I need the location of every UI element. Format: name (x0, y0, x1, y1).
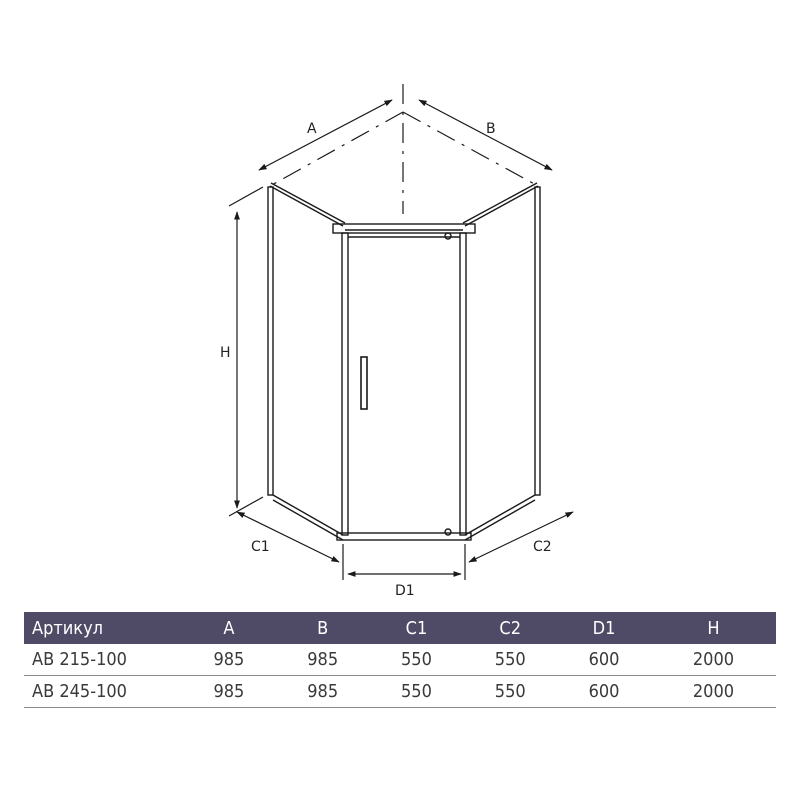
table-header-row: Артикул A B C1 C2 D1 H (24, 612, 776, 644)
cell-d1: 600 (557, 644, 651, 676)
cell-h: 2000 (650, 675, 776, 708)
dim-c2-line (468, 511, 574, 563)
right-side-panel (464, 186, 541, 541)
cell-c1: 550 (369, 675, 464, 708)
table-row: AB 215-100 985 985 550 550 600 2000 (24, 644, 776, 676)
door-panel (336, 232, 472, 541)
cell-c2: 550 (463, 675, 558, 708)
cell-a: 985 (182, 675, 276, 708)
dimensions-table: Артикул A B C1 C2 D1 H AB 215-100 985 98… (24, 612, 776, 708)
label-h: H (220, 345, 231, 361)
shower-enclosure-diagram: A B H C1 C2 D1 (220, 84, 574, 599)
header-a: A (182, 612, 276, 644)
dimension-lines (228, 99, 574, 580)
dim-c1-line (236, 511, 340, 563)
header-b: B (275, 612, 370, 644)
cell-d1: 600 (557, 675, 651, 708)
center-axes (269, 84, 539, 214)
label-c2: C2 (533, 539, 552, 555)
cell-c2: 550 (463, 644, 558, 676)
header-c1: C1 (369, 612, 464, 644)
cell-a: 985 (182, 644, 276, 676)
cell-article: AB 245-100 (24, 675, 182, 708)
table-row: AB 245-100 985 985 550 550 600 2000 (24, 675, 776, 708)
label-c1: C1 (251, 539, 270, 555)
dim-a-line (258, 99, 393, 171)
dim-b-line (418, 99, 553, 171)
label-b: B (486, 121, 496, 137)
header-article: Артикул (24, 612, 182, 644)
cell-h: 2000 (650, 644, 776, 676)
label-a: A (307, 121, 317, 137)
cell-c1: 550 (369, 644, 464, 676)
cell-b: 985 (275, 675, 370, 708)
header-c2: C2 (463, 612, 558, 644)
header-d1: D1 (557, 612, 651, 644)
cell-b: 985 (275, 644, 370, 676)
cell-article: AB 215-100 (24, 644, 182, 676)
door-handle (360, 356, 368, 410)
header-h: H (650, 612, 776, 644)
left-side-panel (267, 186, 344, 541)
label-d1: D1 (395, 583, 415, 599)
enclosure-top-outline (269, 182, 539, 234)
